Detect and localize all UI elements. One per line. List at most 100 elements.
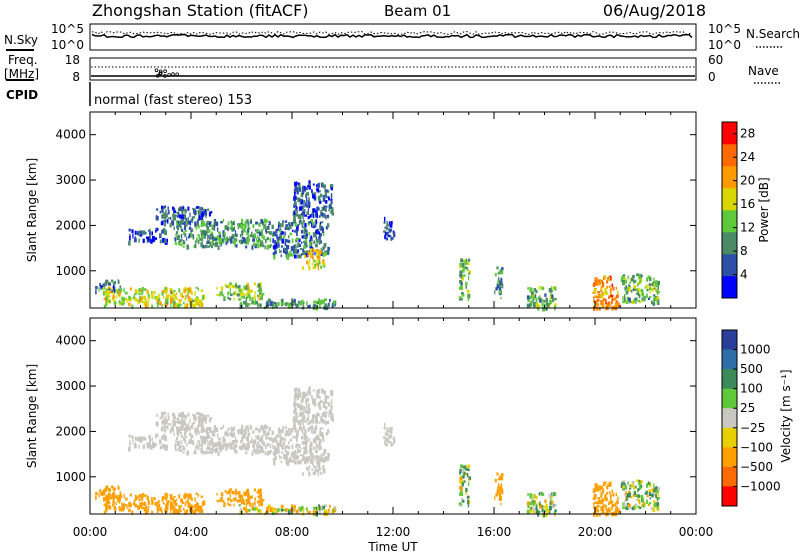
velocity-cell [239, 508, 243, 511]
velocity-cell [312, 461, 314, 466]
velocity-cell [277, 427, 281, 431]
velocity-cell [141, 492, 144, 498]
power-cell [622, 274, 626, 277]
power-cell [593, 299, 595, 303]
power-cell [153, 291, 156, 294]
power-cell [111, 290, 114, 293]
velocity-cell [199, 443, 202, 447]
power-cell [612, 286, 615, 291]
velocity-cell [258, 502, 260, 507]
power-cell [113, 282, 116, 285]
velocity-cell [495, 493, 498, 497]
velocity-cell [316, 461, 319, 465]
power-cell [622, 300, 625, 304]
power-cell [248, 289, 250, 294]
power-cell [235, 244, 238, 248]
power-cell [384, 226, 386, 229]
velocity-cell [314, 449, 318, 454]
power-cell [199, 299, 203, 303]
velocity-cell [233, 445, 235, 449]
power-cell [228, 297, 232, 301]
power-cell [494, 273, 497, 277]
power-cell [268, 224, 270, 228]
power-cell [149, 231, 151, 235]
power-cell [234, 283, 238, 288]
velocity-cell [258, 428, 261, 431]
velocity-cell [194, 427, 196, 433]
velocity-cell [206, 432, 209, 436]
power-cell [245, 297, 248, 300]
velocity-cell [179, 426, 183, 429]
velocity-cell [300, 435, 304, 440]
y-tick-label: 3000 [55, 173, 86, 187]
power-cell [134, 230, 137, 235]
power-cell [256, 239, 259, 245]
velocity-cell [319, 399, 323, 404]
power-cell [282, 235, 285, 239]
velocity-cell [268, 427, 271, 432]
velocity-cell [459, 486, 462, 490]
velocity-cell [111, 496, 114, 499]
power-cell [180, 228, 184, 232]
velocity-cell [172, 423, 174, 428]
power-cell [319, 240, 322, 244]
velocity-cell [319, 430, 322, 436]
power-cell [314, 252, 316, 256]
velocity-cell [316, 457, 319, 460]
velocity-cell [250, 495, 253, 499]
velocity-cell [197, 508, 200, 512]
velocity-cell [235, 496, 237, 502]
velocity-cell [605, 506, 607, 511]
velocity-cell [156, 505, 159, 510]
power-cell [185, 221, 189, 225]
velocity-cell [259, 500, 262, 503]
velocity-cell [146, 495, 148, 500]
power-cell [465, 281, 468, 287]
velocity-cell [553, 510, 557, 515]
power-cell [298, 254, 302, 259]
velocity-cell [319, 456, 322, 461]
velocity-cell [257, 509, 261, 513]
velocity-cell [635, 504, 637, 510]
velocity-cell [323, 449, 327, 454]
power-cell [243, 285, 246, 289]
power-cell [315, 219, 318, 222]
power-cell [175, 231, 179, 235]
velocity-cell [119, 508, 122, 512]
velocity-cell [176, 441, 180, 446]
velocity-cell [241, 446, 243, 451]
power-cell [299, 200, 302, 205]
velocity-cell [143, 501, 146, 506]
power-cell [554, 298, 557, 301]
velocity-cell [111, 485, 114, 488]
velocity-cell [265, 444, 267, 450]
velocity-cell [294, 398, 296, 403]
power-cell [293, 230, 297, 233]
velocity-cell [201, 429, 204, 432]
velocity-cell [118, 500, 121, 504]
velocity-cell [235, 443, 237, 449]
power-cell [199, 237, 202, 241]
velocity-cell [309, 447, 311, 453]
power-cell [235, 282, 237, 286]
power-cell [285, 252, 288, 257]
power-cell [190, 232, 192, 237]
velocity-cell [277, 445, 280, 450]
velocity-cell [312, 510, 315, 513]
velocity-cell [177, 426, 179, 429]
velocity-cell [653, 489, 655, 493]
velocity-cell [247, 500, 251, 503]
velocity-cell [293, 402, 297, 407]
power-cell [164, 229, 167, 232]
power-cell [177, 220, 179, 223]
power-cell [460, 286, 463, 291]
power-cell [230, 223, 233, 228]
velocity-cell [298, 460, 302, 465]
power-cell [302, 266, 304, 270]
velocity-cell [256, 445, 259, 451]
power-cell [198, 206, 202, 210]
power-cell [656, 296, 659, 300]
velocity-cell [112, 486, 114, 490]
power-cell [176, 211, 179, 215]
power-cell [650, 300, 653, 305]
